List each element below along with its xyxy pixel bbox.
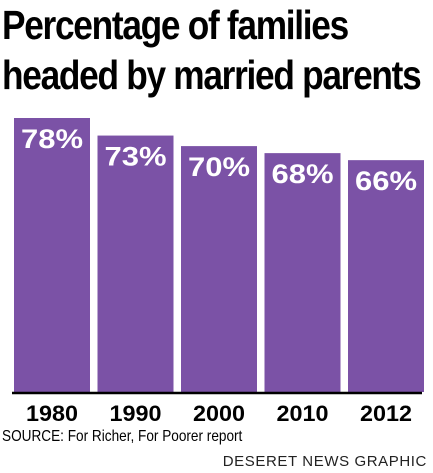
source-note: SOURCE: For Richer, For Poorer report [2, 428, 243, 445]
x-tick-2012: 2012 [360, 401, 412, 426]
x-tick-2000: 2000 [193, 401, 245, 426]
value-label-1990: 73% [105, 142, 167, 172]
value-label-1980: 78% [21, 124, 83, 154]
x-tick-1990: 1990 [110, 401, 162, 426]
graphic-credit: DESERET NEWS GRAPHIC [222, 453, 427, 470]
title-line-1: Percentage of families [2, 2, 349, 48]
x-tick-1980: 1980 [26, 401, 78, 426]
value-label-2000: 70% [188, 152, 250, 182]
chart-title: Percentage of families headed by married… [2, 0, 422, 100]
value-label-2012: 66% [355, 166, 417, 196]
bar-1990 [97, 135, 174, 393]
value-label-2010: 68% [272, 159, 334, 189]
bar-1980 [14, 118, 90, 392]
bar-2010 [264, 153, 341, 392]
title-line-2: headed by married parents [2, 52, 422, 98]
bar-2012 [348, 160, 424, 392]
x-tick-2010: 2010 [277, 401, 329, 426]
bar-2000 [181, 146, 257, 392]
